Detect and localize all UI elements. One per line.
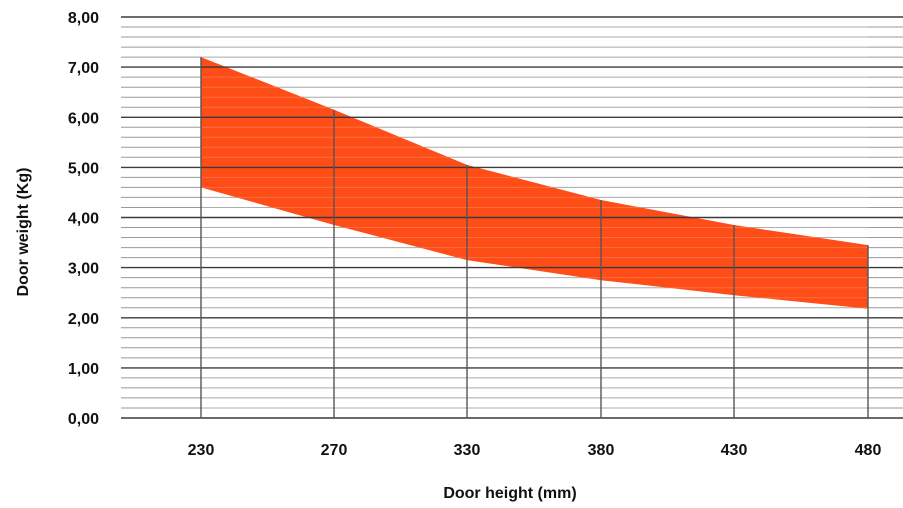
x-tick-label: 430: [721, 442, 748, 459]
category-drop-lines: [200, 57, 869, 418]
y-tick-label: 8,00: [68, 10, 99, 27]
y-tick-label: 2,00: [68, 311, 99, 328]
major-gridlines: [121, 16, 903, 419]
x-tick-label: 380: [588, 442, 615, 459]
x-tick-label: 330: [454, 442, 481, 459]
y-tick-label: 5,00: [68, 160, 99, 177]
y-tick-label: 3,00: [68, 261, 99, 278]
x-tick-label: 480: [855, 442, 882, 459]
y-tick-label: 7,00: [68, 60, 99, 77]
y-axis-label: Door weight (Kg): [15, 168, 32, 297]
y-tick-label: 6,00: [68, 110, 99, 127]
x-axis-ticks: 230 270 330 380 430 480: [188, 442, 882, 459]
y-tick-label: 4,00: [68, 211, 99, 228]
weight-range-band: [201, 57, 868, 309]
y-tick-label: 0,00: [68, 411, 99, 428]
x-axis-label: Door height (mm): [443, 485, 576, 502]
y-tick-label: 1,00: [68, 361, 99, 378]
band-stripes: [201, 26, 868, 409]
x-tick-label: 230: [188, 442, 215, 459]
y-axis-ticks: 0,00 1,00 2,00 3,00 4,00 5,00 6,00 7,00 8,00: [68, 10, 99, 428]
x-tick-label: 270: [321, 442, 348, 459]
